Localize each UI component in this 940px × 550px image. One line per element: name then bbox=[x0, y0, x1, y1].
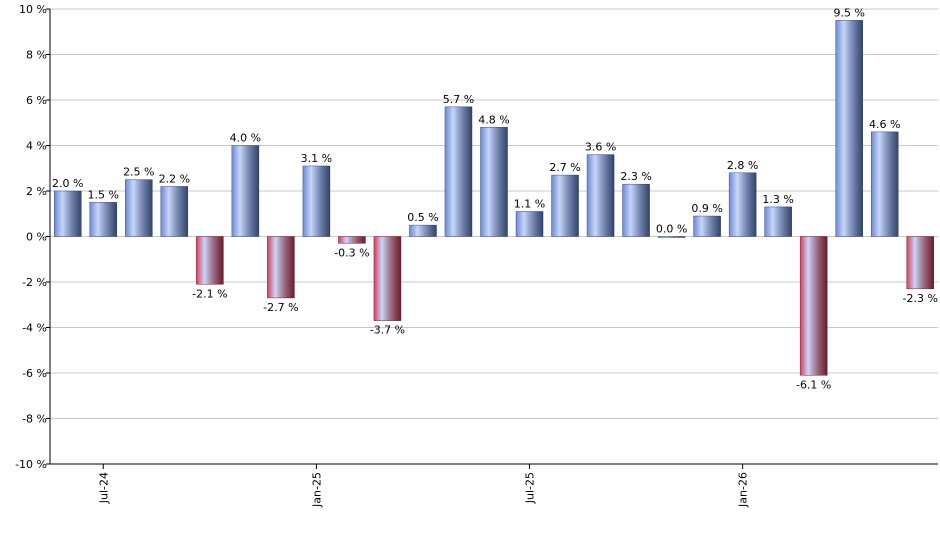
y-tick-label: 4 % bbox=[26, 140, 47, 153]
bar bbox=[515, 211, 544, 237]
y-tick-label: 0 % bbox=[26, 231, 47, 244]
value-label: 4.0 % bbox=[230, 132, 261, 145]
bar bbox=[586, 154, 615, 237]
bar bbox=[657, 236, 686, 238]
x-tick-label: Jul-24 bbox=[97, 472, 110, 504]
bar bbox=[54, 190, 82, 237]
bar bbox=[160, 186, 189, 237]
bar bbox=[693, 215, 721, 237]
bar bbox=[799, 236, 828, 376]
bar bbox=[125, 179, 153, 237]
y-tick-label: 6 % bbox=[26, 94, 47, 107]
value-label: 2.3 % bbox=[620, 170, 651, 183]
bar bbox=[835, 20, 863, 237]
value-label: -2.7 % bbox=[263, 301, 298, 314]
bar bbox=[373, 236, 402, 321]
bar bbox=[764, 206, 792, 237]
value-label: 2.7 % bbox=[549, 161, 580, 174]
value-label: 0.9 % bbox=[691, 202, 722, 215]
y-tick-label: -8 % bbox=[22, 413, 47, 426]
value-label: 2.0 % bbox=[52, 177, 83, 190]
y-tick-label: -10 % bbox=[15, 458, 47, 471]
bar bbox=[196, 236, 224, 285]
value-label: 1.3 % bbox=[762, 193, 793, 206]
y-tick-label: 8 % bbox=[26, 49, 47, 62]
y-tick-label: 2 % bbox=[26, 185, 47, 198]
value-label: 1.5 % bbox=[88, 188, 119, 201]
x-tick-label: Jan-26 bbox=[737, 472, 750, 508]
value-label: 0.0 % bbox=[656, 223, 687, 236]
value-label: 9.5 % bbox=[833, 6, 864, 19]
x-tick-label: Jul-25 bbox=[524, 472, 537, 504]
bar bbox=[231, 145, 260, 237]
y-tick-label: -4 % bbox=[22, 322, 47, 335]
value-label: 4.6 % bbox=[869, 118, 900, 131]
value-label: 2.5 % bbox=[123, 166, 154, 179]
value-label: -2.1 % bbox=[192, 287, 227, 300]
value-label: 5.7 % bbox=[443, 93, 474, 106]
value-label: -6.1 % bbox=[796, 378, 831, 391]
value-label: 2.2 % bbox=[159, 172, 190, 185]
y-tick-label: 10 % bbox=[19, 3, 47, 16]
bar bbox=[338, 236, 366, 244]
bar bbox=[89, 202, 118, 237]
x-tick-label: Jan-25 bbox=[310, 472, 323, 508]
bar bbox=[728, 172, 757, 237]
bar bbox=[409, 224, 437, 237]
value-label: 1.1 % bbox=[514, 197, 545, 210]
value-label: -2.3 % bbox=[903, 292, 938, 305]
bar bbox=[267, 236, 295, 299]
bar bbox=[302, 165, 331, 237]
value-label: -0.3 % bbox=[334, 246, 369, 259]
bar bbox=[622, 183, 650, 237]
value-label: 0.5 % bbox=[407, 211, 438, 224]
y-tick-label: -2 % bbox=[22, 276, 47, 289]
value-label: 2.8 % bbox=[727, 159, 758, 172]
value-label: 3.1 % bbox=[301, 152, 332, 165]
bar bbox=[906, 236, 934, 290]
bar bbox=[480, 127, 508, 237]
value-label: 4.8 % bbox=[478, 113, 509, 126]
bar bbox=[551, 174, 579, 237]
value-label: 3.6 % bbox=[585, 141, 616, 154]
value-label: -3.7 % bbox=[370, 324, 405, 337]
bar bbox=[444, 106, 473, 237]
y-tick-label: -6 % bbox=[22, 367, 47, 380]
bar bbox=[870, 131, 899, 237]
